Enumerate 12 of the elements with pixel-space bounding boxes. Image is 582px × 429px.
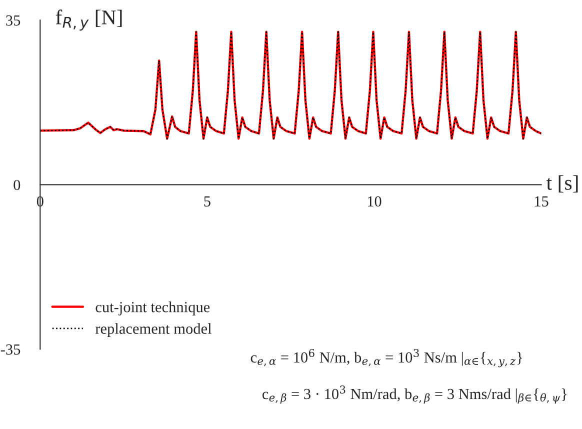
x-tick-label: 15 bbox=[534, 196, 548, 207]
y-tick-label: 35 bbox=[6, 15, 20, 26]
x-tick-label: 5 bbox=[204, 196, 210, 207]
y-axis-title: f$_{R,y}$ [N] bbox=[56, 10, 122, 31]
legend-label: replacement model bbox=[95, 323, 212, 337]
y-tick-label: 0 bbox=[14, 180, 20, 190]
x-axis-title: t [s] bbox=[546, 175, 578, 192]
legend-label: cut-joint technique bbox=[96, 302, 210, 316]
text: c$_{e,α}$ = 10$^{6}$ N/m, b$_{e,α}$ = 10$^{3}$ Ns/m |$_{α∈}${$_{x,y,z}$} bbox=[250, 348, 522, 368]
text: c$_{e,β}$ = 3 · 10$^{3}$ Nm/rad, b$_{e,β}$ = 3 Nms/rad |$_{β∈}${$_{θ,ψ}$} bbox=[262, 386, 567, 404]
x-tick-label: 10 bbox=[368, 196, 382, 207]
y-tick-label: -35 bbox=[0, 344, 20, 355]
